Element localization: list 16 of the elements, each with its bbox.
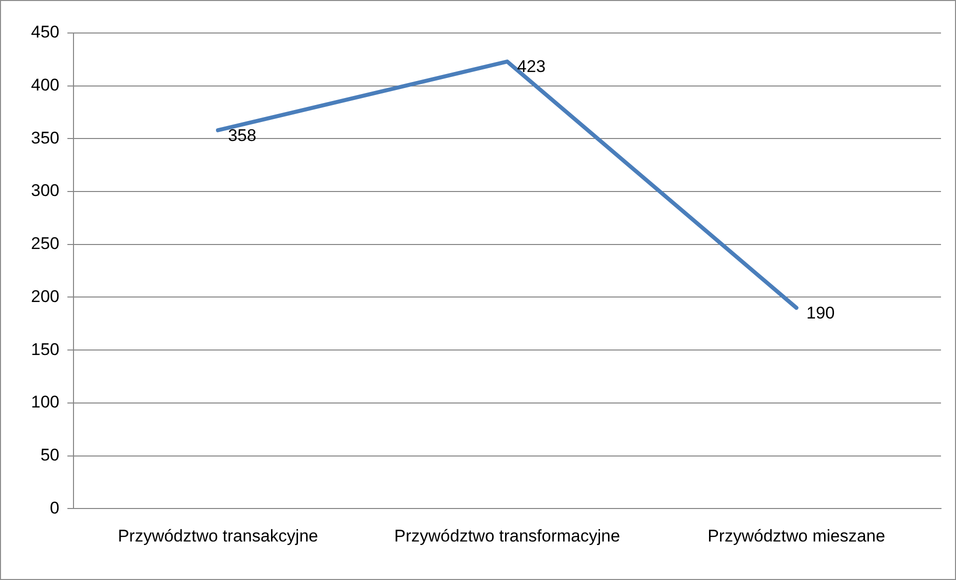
y-tick-label: 150 xyxy=(30,340,60,359)
y-tick-label: 450 xyxy=(30,22,60,42)
y-tick-label: 50 xyxy=(40,445,60,464)
y-tick-label: 100 xyxy=(30,392,60,412)
y-tick-label: 400 xyxy=(30,76,60,95)
y-tick-label: 200 xyxy=(30,286,60,306)
data-label: 190 xyxy=(806,303,835,322)
x-tick-label: Przywództwo transakcyjne xyxy=(118,526,318,546)
data-label: 423 xyxy=(517,57,546,76)
x-tick-label: Przywództwo transformacyjne xyxy=(394,526,620,546)
data-label: 358 xyxy=(228,126,256,145)
y-tick-label: 350 xyxy=(30,128,60,148)
y-tick-label: 250 xyxy=(30,234,60,254)
x-tick-label: Przywództwo mieszane xyxy=(708,526,886,546)
y-tick-label: 0 xyxy=(50,498,60,518)
y-tick-label: 300 xyxy=(30,181,60,200)
